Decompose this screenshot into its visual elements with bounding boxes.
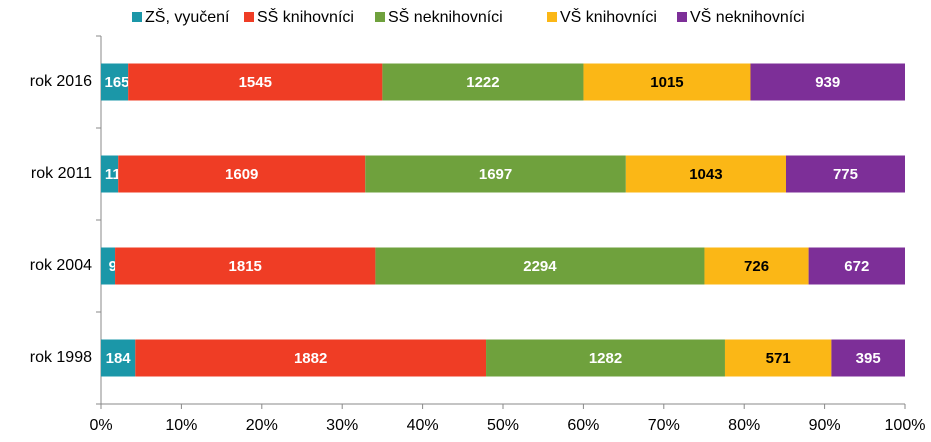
bar-segment	[583, 63, 751, 101]
legend-swatch	[677, 12, 687, 22]
legend-swatch	[132, 12, 142, 22]
data-label: 395	[856, 350, 881, 367]
y-tick-label: rok 2011	[31, 165, 92, 182]
bar-segment	[724, 339, 832, 377]
bar-segment	[101, 155, 119, 193]
x-tick-label: 80%	[728, 417, 760, 434]
x-tick-label: 20%	[246, 417, 278, 434]
data-label: 726	[744, 258, 769, 275]
legend-swatch	[375, 12, 385, 22]
data-label: 1882	[294, 350, 327, 367]
x-tick-label: 10%	[165, 417, 197, 434]
data-label: 184	[106, 350, 132, 367]
bar-segment	[704, 247, 809, 285]
x-tick-label: 50%	[487, 417, 519, 434]
bar-segment	[101, 63, 129, 101]
data-label: 571	[766, 350, 791, 367]
data-label: 1222	[466, 74, 499, 91]
y-tick-label: rok 2016	[30, 73, 92, 90]
data-label: 1545	[239, 74, 272, 91]
bar-segment	[101, 339, 136, 377]
data-label: 1609	[225, 166, 258, 183]
x-tick-label: 60%	[567, 417, 599, 434]
data-label: 1043	[689, 166, 722, 183]
x-tick-label: 90%	[809, 417, 841, 434]
x-tick-label: 100%	[885, 417, 926, 434]
bar-segment	[831, 339, 905, 377]
bar-segment	[375, 247, 705, 285]
bar-segment	[808, 247, 905, 285]
y-tick-label: rok 1998	[30, 349, 92, 366]
legend-swatch	[244, 12, 254, 22]
y-tick-label: rok 2004	[30, 257, 92, 274]
bar-segment	[135, 339, 487, 377]
legend-label: SŠ knihovníci	[257, 7, 354, 26]
legend-label: VŠ neknihovníci	[690, 7, 805, 26]
bar-segment	[785, 155, 905, 193]
data-label: 1815	[229, 258, 262, 275]
legend-label: ZŠ, vyučení	[145, 7, 230, 26]
bar-segment	[115, 247, 376, 285]
bar-segment	[128, 63, 383, 101]
x-tick-label: 70%	[648, 417, 680, 434]
data-label: 672	[844, 258, 869, 275]
legend-label: VŠ knihovníci	[560, 7, 657, 26]
data-label: 165	[104, 74, 129, 91]
x-tick-label: 40%	[407, 417, 439, 434]
data-label: 2294	[523, 258, 557, 275]
bar-segment	[625, 155, 786, 193]
bar-segment	[382, 63, 584, 101]
bar-segment	[101, 247, 116, 285]
data-label: 1697	[479, 166, 512, 183]
data-label: 1282	[589, 350, 622, 367]
x-tick-label: 30%	[326, 417, 358, 434]
data-label: 775	[833, 166, 858, 183]
bar-segment	[750, 63, 905, 101]
legend-swatch	[547, 12, 557, 22]
legend-label: SŠ neknihovníci	[388, 7, 503, 26]
bar-segment	[365, 155, 626, 193]
x-tick-label: 0%	[89, 417, 112, 434]
bar-segment	[486, 339, 725, 377]
data-label: 1015	[650, 74, 683, 91]
bar-segment	[118, 155, 366, 193]
data-label: 939	[815, 74, 840, 91]
